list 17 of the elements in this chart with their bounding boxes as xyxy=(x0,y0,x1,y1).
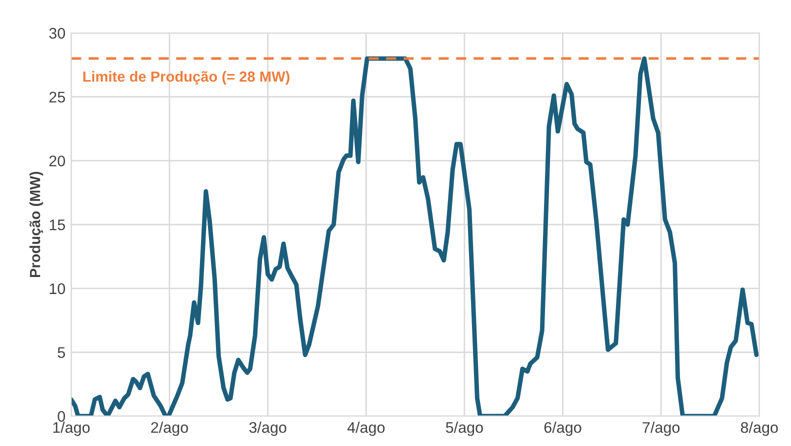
ref-line-label: Limite de Produção (= 28 MW) xyxy=(83,71,290,85)
x-tick-label: 2/ago xyxy=(151,422,188,436)
x-tick-label: 4/ago xyxy=(347,422,385,436)
y-tick-label: 10 xyxy=(50,283,66,294)
y-tick-label: 15 xyxy=(50,220,65,230)
x-tick-label: 6/ago xyxy=(544,422,582,436)
x-tick-label: 8/ago xyxy=(740,422,778,436)
x-tick-label: 3/ago xyxy=(249,422,286,436)
y-tick-label: 5 xyxy=(58,347,65,358)
x-tick-label: 1/ago xyxy=(53,422,90,436)
y-tick-label: 30 xyxy=(49,28,66,39)
x-tick-label: 7/ago xyxy=(642,422,680,436)
x-tick-label: 5/ago xyxy=(446,422,483,436)
y-axis-title: Produção (MW) xyxy=(29,172,44,278)
y-tick-label: 25 xyxy=(49,92,65,103)
y-tick-label: 20 xyxy=(49,156,66,166)
y-tick-label: 0 xyxy=(58,410,66,422)
